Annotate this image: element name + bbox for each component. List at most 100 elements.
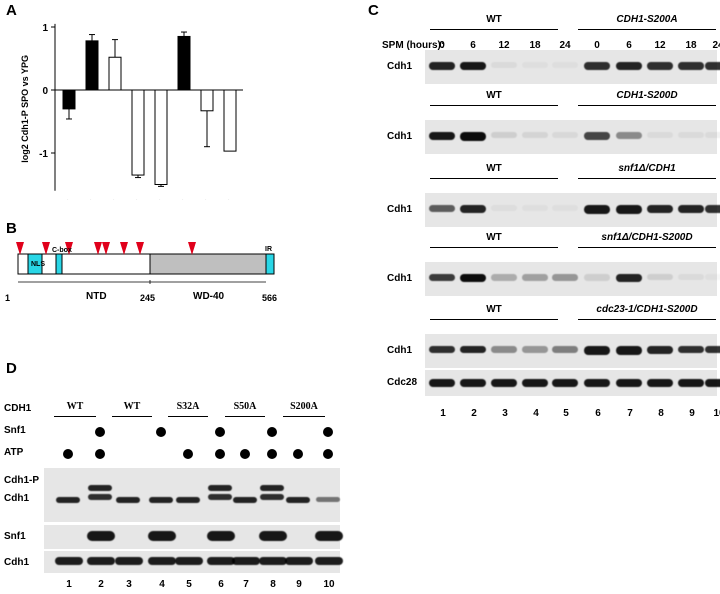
cdh1-band: [460, 132, 486, 141]
cdh1-band: [705, 346, 720, 354]
cdc28-band: [522, 379, 548, 387]
cdh1-band: [616, 205, 642, 214]
group-underline: [112, 416, 152, 417]
cdc28-band: [429, 379, 455, 387]
cdc28-band: [584, 379, 610, 387]
atp-dot: [267, 449, 277, 459]
timepoint-label: 18: [529, 40, 541, 51]
lane-number: 8: [270, 579, 276, 590]
cdh1-label: Cdh1: [4, 493, 29, 504]
cdh1-band: [678, 205, 704, 214]
lane-number: 7: [627, 408, 633, 419]
ir-block: [265, 253, 275, 275]
cdc28-band: [678, 379, 704, 387]
timepoint-label: 24: [712, 40, 720, 51]
phosphosite-marker: [42, 242, 50, 255]
cdh1-p-label: Cdh1-P: [4, 475, 39, 486]
cdh1-band: [647, 62, 673, 70]
cdh1-band: [522, 346, 548, 353]
lane-number: 5: [186, 579, 192, 590]
cdh1-band: [647, 274, 673, 280]
group-label-mutant: CDH1-S200A: [616, 14, 678, 25]
bar: [223, 89, 237, 152]
timepoint-label: 6: [470, 40, 476, 51]
pos-566-label: 566: [262, 293, 277, 303]
snf1-row-label: Snf1: [4, 425, 26, 436]
snf1-blot-label: Snf1: [4, 531, 26, 542]
group-label-wt: WT: [486, 304, 502, 315]
cdh1-band: [491, 132, 517, 138]
group-label-mutant: cdc23-1/CDH1-S200D: [596, 304, 698, 315]
timepoint-label: 6: [626, 40, 632, 51]
snf1-band: [315, 531, 343, 541]
cdh1-loading-band: [148, 557, 176, 565]
cdh1-p-band: [208, 485, 232, 491]
y-axis-label: log2 Cdh1-P SPO vs YPG: [20, 55, 30, 163]
group-label: WT: [123, 401, 141, 412]
group-underline: [578, 319, 716, 320]
cdh1-band: [647, 132, 673, 138]
cdh1-band: [705, 205, 720, 214]
panel-b-letter: B: [6, 220, 17, 237]
atp-dot: [215, 449, 225, 459]
row-label-cdh1: Cdh1: [387, 131, 412, 142]
pos-1-label: 1: [5, 293, 10, 303]
row-label-cdc28: Cdc28: [387, 377, 418, 388]
group-underline: [430, 247, 558, 248]
group-underline: [168, 416, 208, 417]
cdh1-band: [552, 346, 578, 353]
cdh1-band: [56, 497, 80, 503]
cdh1-loading-band: [55, 557, 83, 565]
timepoint-label: 12: [498, 40, 510, 51]
snf1-band: [207, 531, 235, 541]
row-label-cdh1: Cdh1: [387, 61, 412, 72]
phosphosite-marker: [16, 242, 24, 255]
nls-label: NLS: [31, 261, 45, 268]
cdh1-band: [647, 205, 673, 214]
cdh1-band: [491, 346, 517, 353]
cdh1-band: [460, 62, 486, 70]
cdh1-band: [678, 274, 704, 280]
cdh1-row-label: CDH1: [4, 403, 32, 414]
cdh1-band: [429, 274, 455, 282]
cdh1-band: [678, 62, 704, 70]
row-label-cdh1: Cdh1: [387, 204, 412, 215]
atp-dot: [240, 449, 250, 459]
panel-d-letter: D: [6, 360, 17, 377]
group-label-wt: WT: [486, 163, 502, 174]
lane-number: 10: [323, 579, 335, 590]
cdh1-loading-band: [115, 557, 143, 565]
cdh1-band: [678, 132, 704, 138]
group-label: WT: [66, 401, 84, 412]
atp-dot: [95, 449, 105, 459]
cdc28-band: [552, 379, 578, 387]
cdh1-loading-band: [232, 557, 260, 565]
atp-dot: [323, 449, 333, 459]
cdh1-band: [208, 494, 232, 500]
cdh1-band: [429, 346, 455, 354]
cdh1-loading-band: [259, 557, 287, 565]
lane-number: 4: [159, 579, 165, 590]
cdh1-loading-band: [175, 557, 203, 565]
cdh1-band: [88, 494, 112, 500]
cdh1-loading-band: [207, 557, 235, 565]
cdh1-band: [233, 497, 257, 503]
cdh1-band: [176, 497, 200, 503]
group-label-mutant: snf1Δ/CDH1: [618, 163, 676, 174]
group-label-wt: WT: [486, 232, 502, 243]
group-underline: [578, 105, 716, 106]
cdh1-band: [584, 132, 610, 140]
lane-number: 1: [66, 579, 72, 590]
group-label-mutant: snf1Δ/CDH1-S200D: [601, 232, 693, 243]
cdh1-band: [116, 497, 140, 503]
cdh1-band: [460, 346, 486, 354]
group-underline: [430, 319, 558, 320]
cdh1-band: [647, 346, 673, 354]
ir-label: IR: [265, 246, 272, 253]
panel-a-letter: A: [6, 2, 17, 19]
cdh1-band: [584, 274, 610, 281]
pos-245-label: 245: [140, 293, 155, 303]
cdc28-band: [705, 379, 720, 387]
group-label: S50A: [233, 401, 257, 412]
lane-number: 3: [126, 579, 132, 590]
